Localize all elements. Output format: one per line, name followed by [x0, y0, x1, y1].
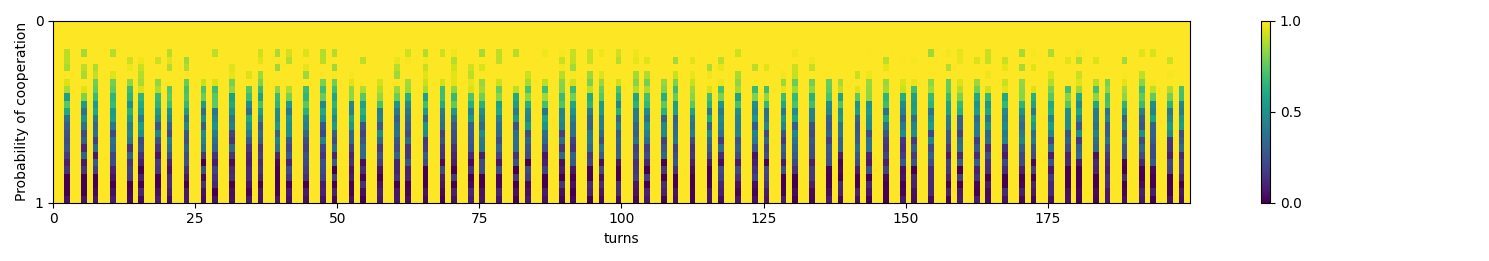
- Y-axis label: Probability of cooperation: Probability of cooperation: [15, 22, 28, 201]
- X-axis label: turns: turns: [603, 232, 639, 246]
